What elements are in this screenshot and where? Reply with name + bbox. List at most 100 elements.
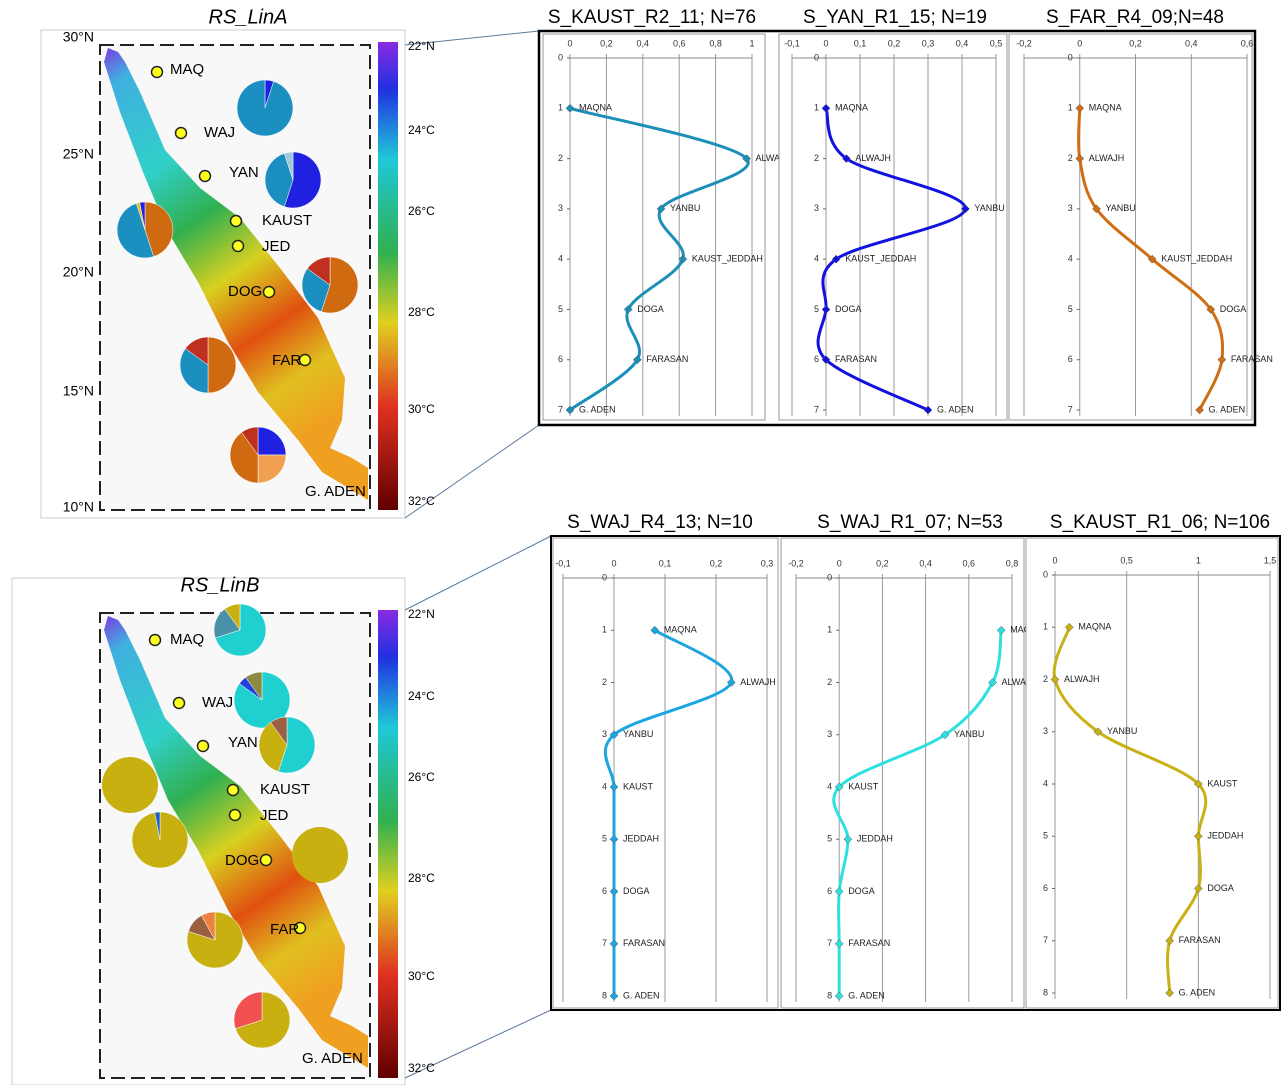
colorbar-label: 22°N [408,39,435,53]
station-label: FAR [272,352,301,369]
point-label: KAUST [848,781,879,791]
x-tick-label: 0,3 [761,558,774,568]
point-label: YANBU [1105,203,1135,213]
x-tick-label: 0,1 [659,558,672,568]
y-tick-label: 1 [602,625,607,635]
y-tick-label: 4 [1043,778,1048,788]
lat-label: 20°N [63,264,94,280]
y-tick-label: 1 [558,103,563,113]
x-tick-label: 0 [837,558,842,568]
station-label: WAJ [204,124,235,141]
point-label: ALWAJH [855,153,891,163]
station-label: DOG [228,283,262,300]
x-tick-label: 0 [611,558,616,568]
point-label: YANBU [670,203,700,213]
y-tick-label: 7 [827,938,832,948]
x-tick-label: -0,2 [788,558,804,568]
chart-title: S_YAN_R1_15; N=19 [803,7,987,28]
pie-slice [237,80,293,136]
y-tick-label: 4 [1068,254,1073,264]
point-label: KAUST_JEDDAH [845,254,916,264]
point-label: FARASAN [646,354,688,364]
point-label: JEDDAH [623,834,659,844]
station-dot [264,287,275,298]
y-tick-label: 7 [602,938,607,948]
point-label: YANBU [974,203,1004,213]
station-label: YAN [229,164,259,181]
colorbar-label: 28°C [408,871,435,885]
point-label: MAQNA [579,103,612,113]
x-tick-label: 0,2 [1129,38,1142,48]
x-tick-label: 1 [749,38,754,48]
y-tick-label: 3 [602,729,607,739]
station-label: MAQ [170,631,204,648]
y-tick-label: 7 [814,404,819,414]
station-label: MAQ [170,61,204,78]
y-tick-label: 5 [814,304,819,314]
x-tick-label: 0,2 [600,38,613,48]
y-tick-label: 6 [558,354,563,364]
station-dot [230,810,241,821]
station-label: JED [260,807,289,824]
plot-frame [1026,538,1278,1008]
point-label: KAUST_JEDDAH [1161,254,1232,264]
colorbar-label: 32°C [408,494,435,508]
y-tick-label: 8 [827,990,832,1000]
point-label: KAUST_JEDDAH [692,254,763,264]
point-label: FARASAN [848,938,890,948]
pie-slice [292,827,348,883]
y-tick-label: 2 [814,153,819,163]
x-tick-label: 0,8 [709,38,722,48]
point-label: ALWAJH [1064,674,1100,684]
y-tick-label: 6 [602,886,607,896]
station-label: YAN [228,734,258,751]
x-tick-label: 0,1 [854,38,867,48]
x-tick-label: -0,2 [1016,38,1032,48]
point-label: G. ADEN [623,990,660,1000]
point-label: FARASAN [1231,354,1273,364]
station-label: JED [262,238,291,255]
y-tick-label: 1 [827,625,832,635]
x-tick-label: 0,4 [956,38,969,48]
y-tick-label: 3 [827,729,832,739]
y-tick-label: 6 [827,886,832,896]
connectors [405,31,551,1078]
y-tick-label: 0 [602,572,607,582]
point-label: YANBU [954,729,984,739]
y-tick-label: 0 [827,572,832,582]
map-title: RS_LinA [209,6,288,28]
point-label: G. ADEN [579,404,616,414]
y-tick-label: 3 [558,203,563,213]
point-label: DOGA [1207,883,1234,893]
colorbar-label: 22°N [408,607,435,621]
y-tick-label: 7 [1043,935,1048,945]
lat-label: 25°N [63,146,94,162]
x-tick-label: 0,5 [1120,555,1133,565]
y-tick-label: 6 [1068,354,1073,364]
station-dot [174,698,185,709]
station-dot [176,128,187,139]
point-label: ALWAJH [740,677,776,687]
x-tick-label: 0 [1077,38,1082,48]
chart-title: S_FAR_R4_09;N=48 [1046,7,1224,28]
station-label: KAUST [260,781,310,798]
y-tick-label: 7 [1068,404,1073,414]
x-tick-label: 0,3 [922,38,935,48]
y-tick-label: 4 [827,781,832,791]
y-tick-label: 0 [814,52,819,62]
y-tick-label: 0 [1068,52,1073,62]
lat-label: 10°N [63,499,94,515]
y-tick-label: 4 [814,254,819,264]
station-label: G. ADEN [302,1050,363,1067]
colorbar-label: 32°C [408,1061,435,1075]
chart-title: S_WAJ_R1_07; N=53 [817,512,1003,533]
y-tick-label: 4 [602,781,607,791]
station-label: KAUST [262,212,312,229]
colorbar-label: 24°C [408,689,435,703]
y-tick-label: 1 [1043,622,1048,632]
station-label: DOG [225,852,259,869]
station-dot [233,241,244,252]
point-label: JEDDAH [857,834,893,844]
figure: RS_LinA30°N25°N20°N15°N10°N22°N24°C26°C2… [0,0,1281,1085]
x-tick-label: 0,2 [876,558,889,568]
